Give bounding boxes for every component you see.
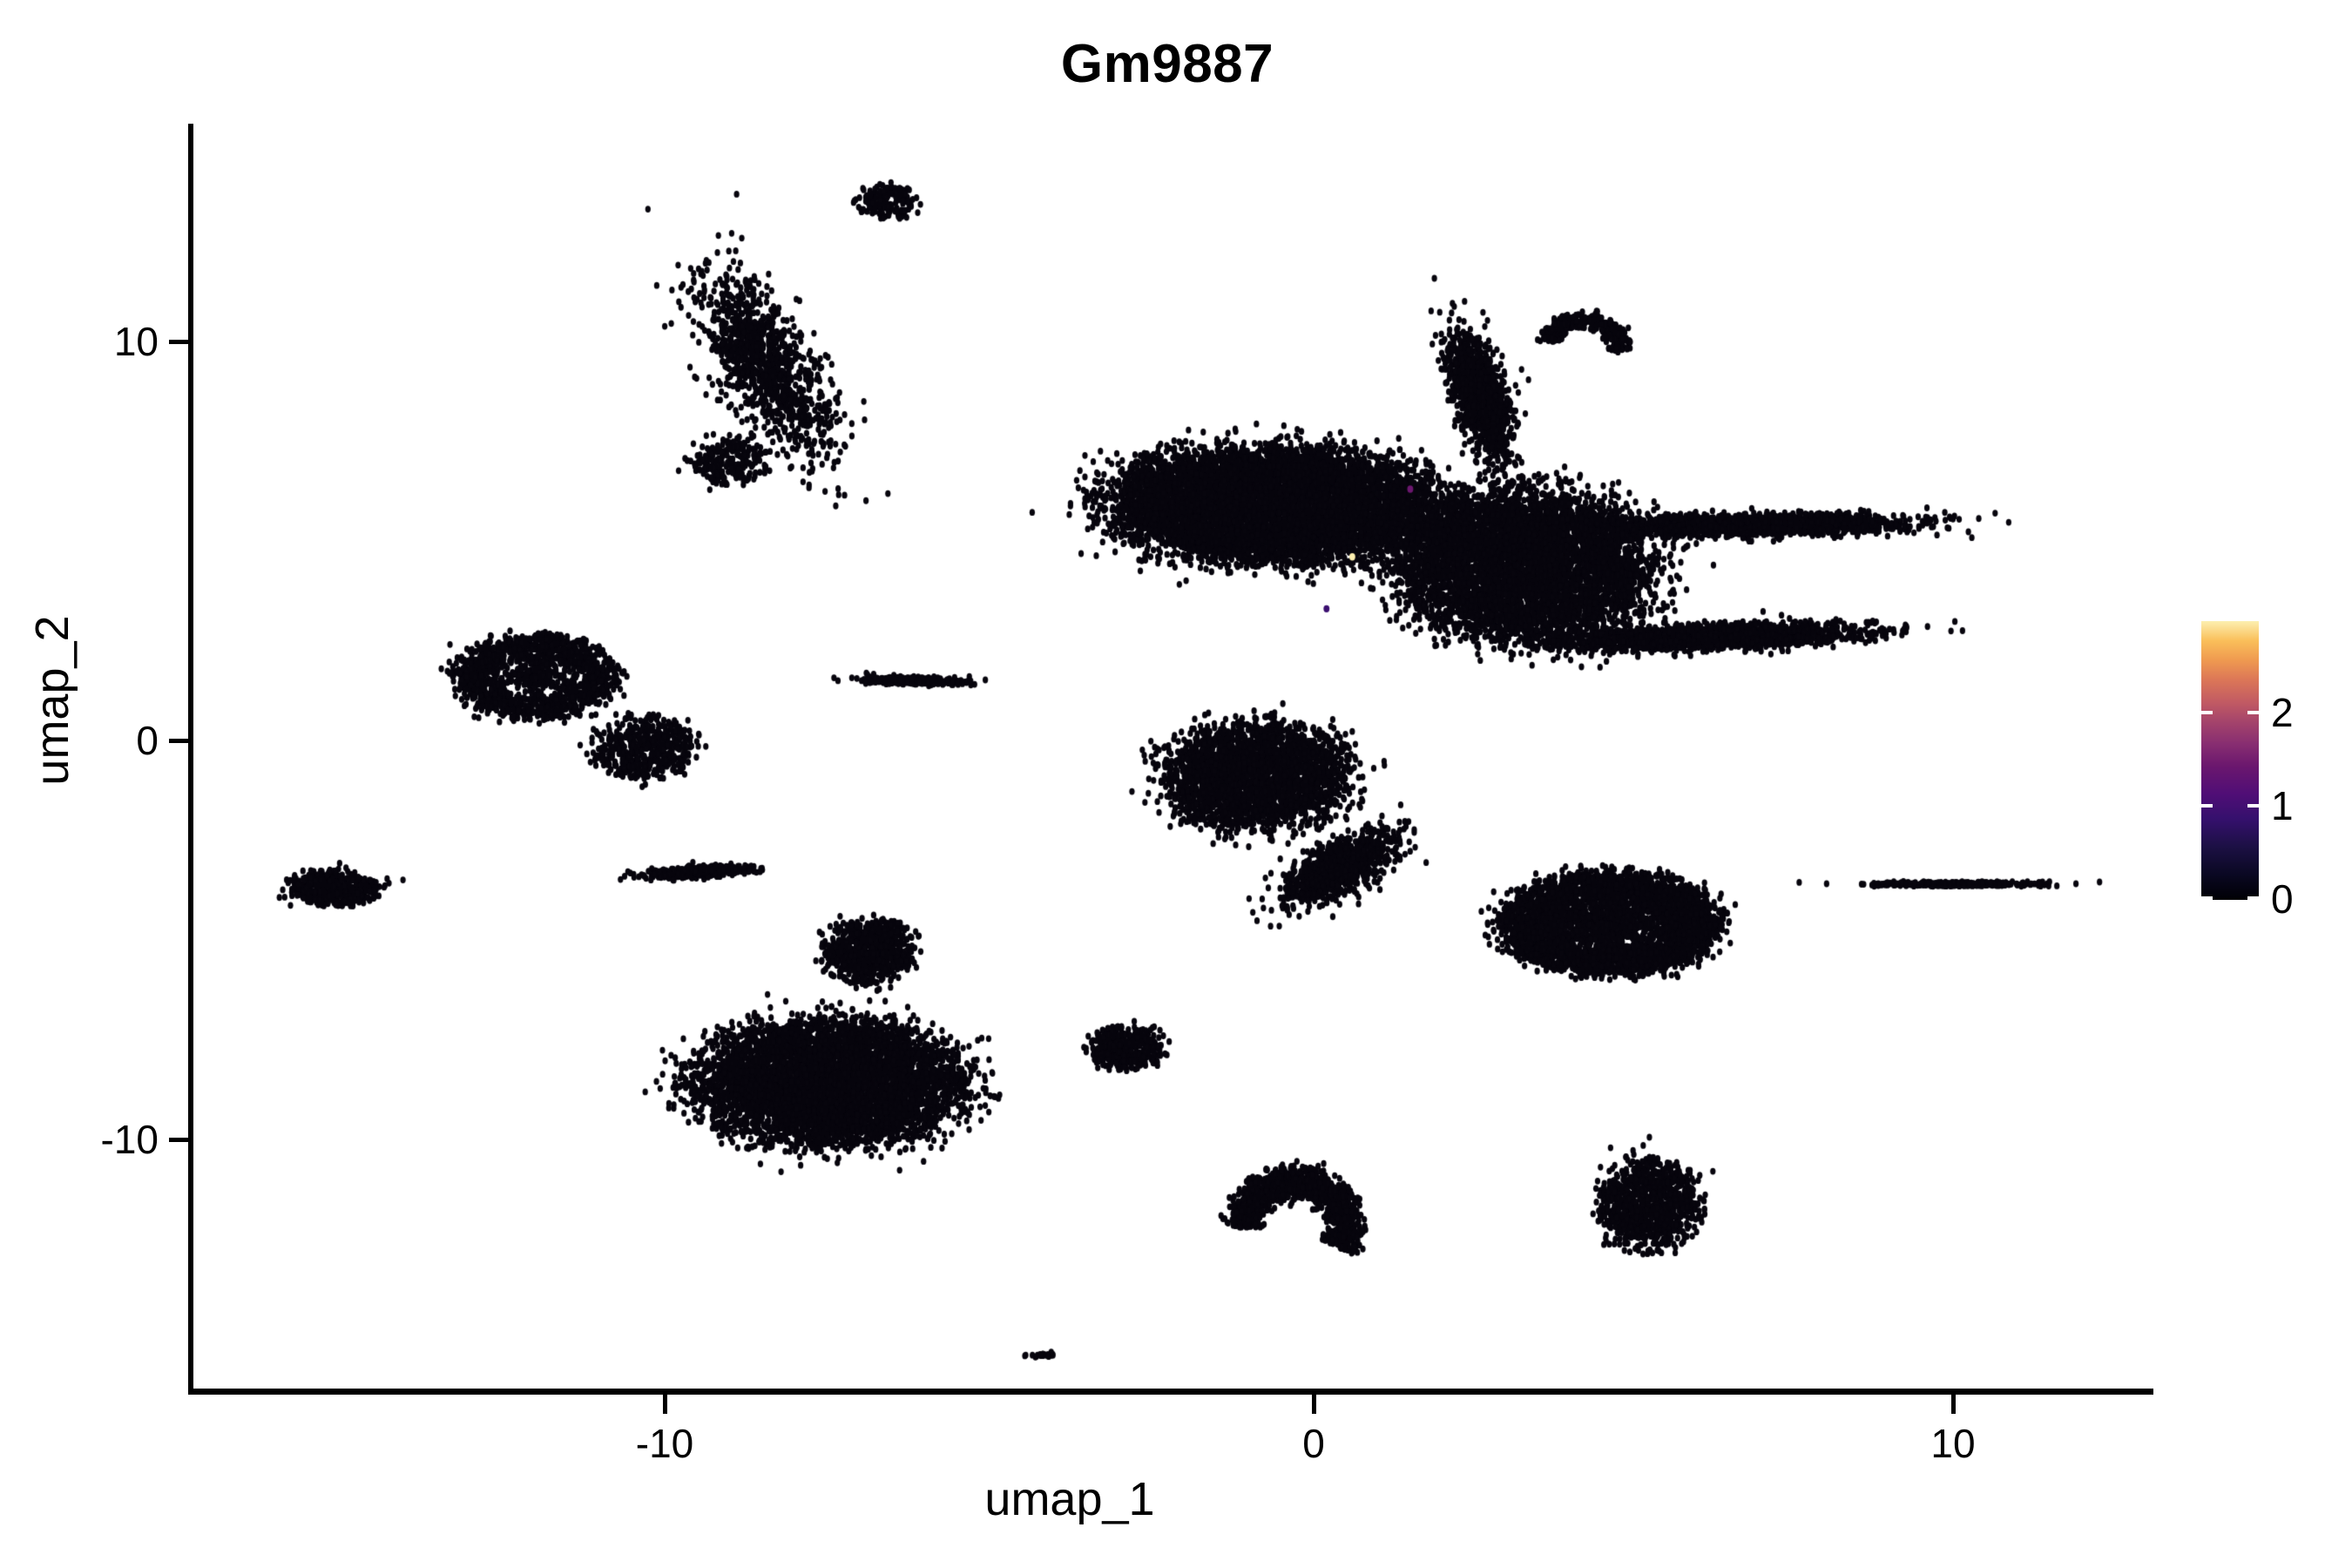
x-tick-mark-10 [1951, 1395, 1956, 1414]
y-axis-line [188, 124, 193, 1394]
colorbar-tick-2-right [2247, 711, 2259, 714]
x-tick-mark-neg10 [663, 1395, 667, 1414]
y-tick-mark-10 [169, 340, 188, 344]
colorbar-gradient [2201, 621, 2259, 900]
x-axis-line [188, 1389, 2153, 1395]
x-tick-label-10: 10 [1930, 1421, 1976, 1466]
colorbar-tick-2-left [2201, 711, 2213, 714]
colorbar-tick-1-left [2201, 804, 2213, 808]
y-tick-mark-0 [169, 739, 188, 743]
colorbar-tick-0-left [2201, 896, 2213, 900]
x-tick-label-0: 0 [1302, 1421, 1325, 1466]
colorbar-tick-1-right [2247, 804, 2259, 808]
colorbar-label-2: 2 [2271, 690, 2294, 735]
x-tick-label-neg10: -10 [635, 1421, 694, 1466]
plot-panel [193, 124, 2153, 1391]
x-tick-mark-0 [1312, 1395, 1316, 1414]
colorbar-label-0: 0 [2271, 876, 2294, 922]
scatter-points-canvas [193, 124, 2153, 1391]
y-tick-label-neg10: -10 [100, 1117, 159, 1162]
y-axis-title: umap_2 [26, 615, 78, 786]
page-title: Gm9887 [1060, 34, 1274, 94]
colorbar-tick-0-right [2247, 896, 2259, 900]
y-tick-label-0: 0 [136, 718, 159, 763]
y-tick-mark-neg10 [169, 1138, 188, 1142]
y-tick-label-10: 10 [113, 319, 159, 364]
x-axis-title: umap_1 [984, 1473, 1155, 1525]
colorbar-label-1: 1 [2271, 783, 2294, 828]
